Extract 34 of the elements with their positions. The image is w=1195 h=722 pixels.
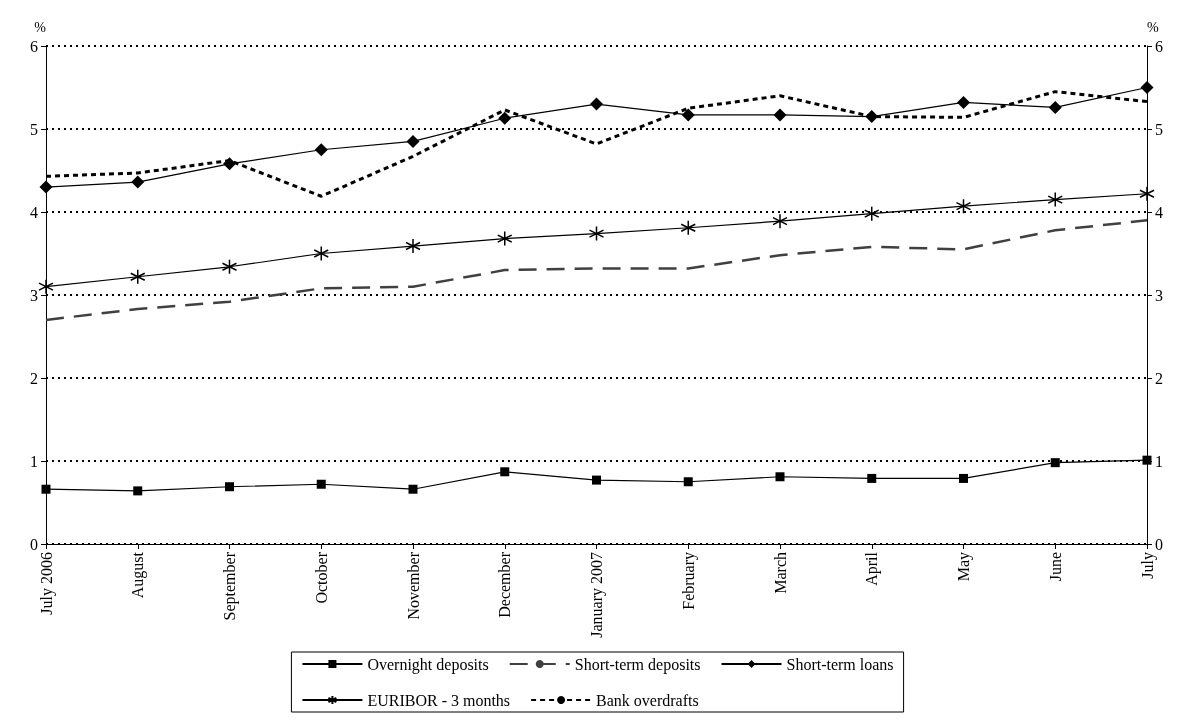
x-tick-label: March — [771, 552, 789, 594]
y-tick-label: 2 — [30, 369, 38, 387]
x-tick-label: July — [1138, 552, 1157, 579]
x-tick-label: December — [496, 551, 514, 618]
x-tick-label: October — [312, 551, 330, 604]
y-tick-label: 0 — [30, 535, 38, 553]
y2-tick-label: 3 — [1155, 286, 1163, 304]
x-tick-label: January 2007 — [588, 552, 606, 638]
y2-tick-label: 6 — [1155, 37, 1163, 55]
y-tick-label: 6 — [30, 37, 38, 55]
y2-axis-title: % — [1147, 19, 1159, 35]
y2-tick-label: 5 — [1155, 120, 1163, 138]
y2-tick-label: 2 — [1155, 369, 1163, 387]
x-tick-label: June — [1046, 552, 1064, 582]
x-tick-label: May — [955, 552, 973, 582]
x-tick-label: April — [863, 551, 882, 586]
y-tick-label: 5 — [30, 120, 38, 138]
y-tick-label: 3 — [30, 286, 38, 304]
y-tick-label: 4 — [30, 203, 38, 221]
x-tick-label: September — [221, 551, 239, 621]
x-tick-label: August — [129, 551, 148, 599]
x-tick-label: February — [679, 552, 698, 610]
x-tick-label: November — [404, 551, 422, 620]
legend-label: Bank overdrafts — [596, 691, 699, 709]
x-tick-label: July 2006 — [37, 552, 56, 615]
legend-label: EURIBOR - 3 months — [367, 691, 511, 709]
y2-tick-label: 1 — [1155, 452, 1163, 470]
y2-tick-label: 0 — [1155, 535, 1163, 553]
legend-label: Short-term deposits — [574, 655, 701, 674]
y-axis-title: % — [34, 19, 47, 35]
legend-label: Short-term loans — [786, 655, 894, 673]
legend-label: Overnight deposits — [367, 655, 489, 674]
y-tick-label: 1 — [30, 452, 38, 470]
y2-tick-label: 4 — [1155, 203, 1163, 221]
